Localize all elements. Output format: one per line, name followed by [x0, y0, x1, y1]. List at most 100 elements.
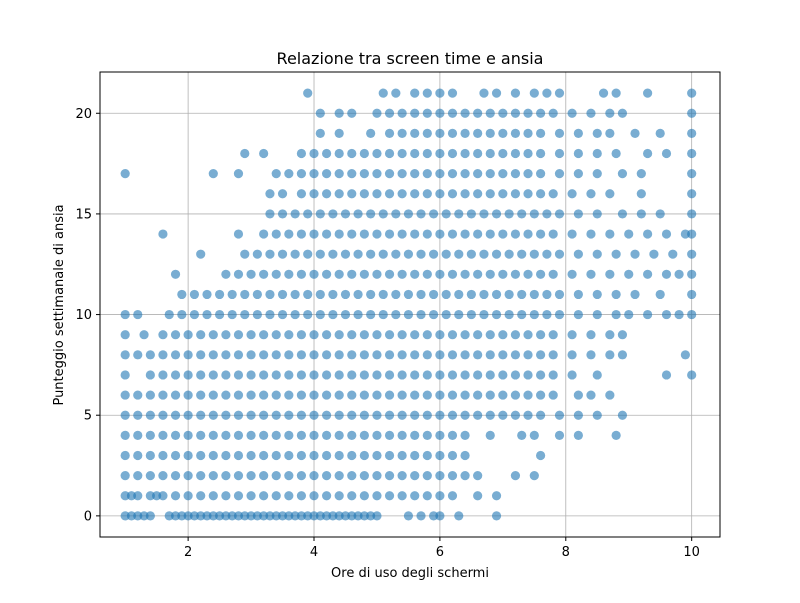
scatter-point: [447, 430, 458, 440]
scatter-point: [510, 88, 521, 98]
scatter-point: [573, 309, 583, 320]
scatter-point: [170, 370, 181, 380]
scatter-point: [347, 350, 357, 360]
scatter-point: [347, 370, 357, 380]
scatter-point: [403, 209, 414, 219]
scatter-point: [573, 209, 583, 219]
scatter-point: [366, 511, 376, 521]
scatter-point: [498, 390, 508, 400]
scatter-point: [491, 289, 502, 300]
scatter-point: [573, 390, 583, 400]
scatter-point: [473, 471, 483, 481]
scatter-point: [523, 189, 533, 199]
scatter-point: [183, 370, 193, 380]
scatter-point: [554, 249, 565, 259]
scatter-point: [479, 88, 489, 98]
scatter-point: [196, 249, 206, 259]
scatter-point: [460, 269, 470, 279]
scatter-point: [447, 330, 458, 340]
scatter-point: [120, 370, 130, 380]
scatter-point: [586, 108, 596, 118]
scatter-point: [246, 370, 256, 380]
scatter-point: [290, 511, 300, 521]
scatter-point: [183, 390, 193, 400]
scatter-point: [410, 330, 420, 340]
scatter-point: [435, 229, 445, 239]
scatter-point: [290, 249, 300, 259]
scatter-point: [334, 169, 344, 179]
scatter-point: [340, 289, 351, 300]
scatter-point: [485, 128, 495, 138]
scatter-point: [435, 350, 445, 360]
scatter-point: [372, 189, 382, 199]
scatter-point: [384, 269, 395, 279]
scatter-point: [454, 511, 464, 521]
scatter-point: [485, 390, 495, 400]
scatter-point: [447, 410, 458, 420]
scatter-point: [567, 269, 577, 279]
scatter-point: [328, 289, 338, 300]
scatter-point: [636, 209, 646, 219]
scatter-point: [271, 370, 281, 380]
scatter-point: [384, 189, 395, 199]
scatter-point: [284, 390, 294, 400]
scatter-point: [611, 430, 621, 440]
scatter-point: [321, 450, 332, 461]
scatter-point: [435, 471, 445, 481]
scatter-point: [397, 169, 407, 179]
scatter-point: [586, 189, 596, 199]
scatter-point: [158, 370, 168, 380]
scatter-point: [592, 249, 602, 259]
scatter-point: [384, 471, 395, 481]
scatter-point: [554, 169, 565, 179]
scatter-point: [347, 269, 357, 279]
scatter-point: [397, 370, 407, 380]
scatter-point: [416, 309, 426, 320]
scatter-point: [347, 471, 357, 481]
scatter-point: [372, 491, 382, 501]
scatter-point: [441, 249, 451, 259]
scatter-point: [687, 209, 697, 219]
scatter-point: [372, 330, 382, 340]
scatter-point: [208, 370, 218, 380]
grid-layer: [100, 72, 720, 537]
scatter-point: [366, 128, 376, 138]
scatter-point: [429, 209, 439, 219]
scatter-point: [303, 289, 313, 300]
scatter-point: [353, 209, 363, 219]
scatter-point: [611, 289, 621, 300]
scatter-point: [422, 370, 432, 380]
scatter-point: [240, 249, 250, 259]
scatter-point: [586, 350, 596, 360]
scatter-point: [259, 370, 269, 380]
scatter-point: [259, 511, 269, 521]
scatter-point: [145, 491, 155, 501]
scatter-point: [359, 148, 369, 159]
scatter-point: [536, 229, 546, 239]
scatter-point: [259, 330, 269, 340]
scatter-point: [221, 390, 231, 400]
scatter-point: [284, 450, 294, 461]
scatter-point: [196, 450, 206, 461]
scatter-point: [384, 108, 395, 118]
scatter-point: [536, 128, 546, 138]
scatter-point: [548, 390, 558, 400]
scatter-point: [221, 330, 231, 340]
scatter-point: [422, 169, 432, 179]
scatter-point: [554, 289, 565, 300]
scatter-point: [466, 209, 476, 219]
scatter-point: [410, 189, 420, 199]
scatter-point: [259, 229, 269, 239]
scatter-point: [328, 249, 338, 259]
scatter-point: [624, 229, 634, 239]
scatter-point: [510, 108, 521, 118]
scatter-point: [290, 289, 300, 300]
scatter-point: [605, 390, 615, 400]
scatter-point: [189, 309, 200, 320]
scatter-point: [447, 450, 458, 461]
scatter-point: [265, 289, 275, 300]
scatter-point: [504, 289, 514, 300]
scatter-point: [485, 169, 495, 179]
scatter-point: [491, 309, 502, 320]
scatter-point: [290, 209, 300, 219]
